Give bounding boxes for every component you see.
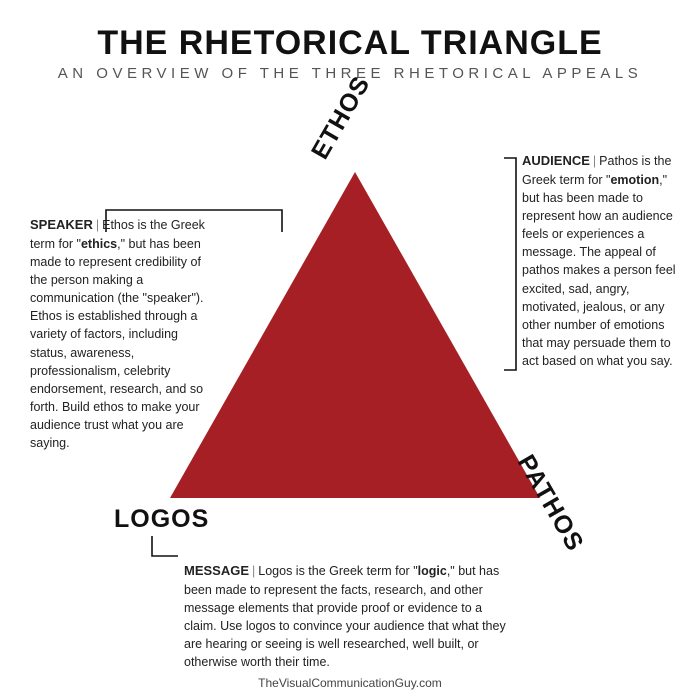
message-blurb: MESSAGE|Logos is the Greek term for "log… (184, 562, 514, 671)
divider-icon: | (593, 154, 596, 168)
speaker-blurb: SPEAKER|Ethos is the Greek term for "eth… (30, 216, 206, 452)
audience-lead: AUDIENCE (522, 153, 590, 168)
vertex-logos: LOGOS (114, 505, 209, 534)
vertex-ethos: ETHOS (306, 71, 377, 164)
message-lead: MESSAGE (184, 563, 249, 578)
divider-icon: | (252, 564, 255, 578)
vertex-pathos: PATHOS (511, 450, 589, 557)
audience-text-post: ," but has been made to represent how an… (522, 173, 676, 368)
page-title: THE RHETORICAL TRIANGLE (0, 0, 700, 63)
message-bracket (152, 536, 178, 556)
speaker-lead: SPEAKER (30, 217, 93, 232)
divider-icon: | (96, 218, 99, 232)
audience-blurb: AUDIENCE|Pathos is the Greek term for "e… (522, 152, 677, 370)
rhetorical-triangle (170, 172, 540, 498)
speaker-text-post: ," but has been made to represent credib… (30, 237, 204, 450)
audience-bracket (504, 158, 516, 370)
message-text-pre: Logos is the Greek term for " (258, 564, 417, 578)
footer-credit: TheVisualCommunicationGuy.com (0, 676, 700, 690)
audience-emph: emotion (610, 173, 659, 187)
speaker-emph: ethics (81, 237, 117, 251)
message-text-post: ," but has been made to represent the fa… (184, 564, 506, 669)
message-emph: logic (418, 564, 447, 578)
